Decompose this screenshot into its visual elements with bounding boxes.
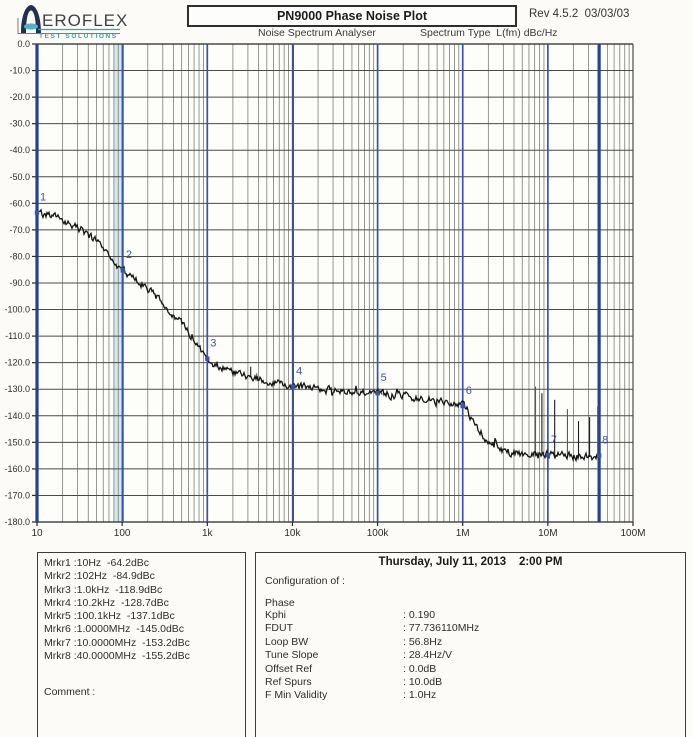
config-label: Loop BW [265,635,309,648]
config-row: Ref Spurs : 10.0dB [265,676,676,689]
x-axis-label: 10 [31,528,43,539]
y-axis-label: -20.0 [9,92,30,102]
config-label: FDUT [265,622,293,635]
marker-number-label-1: 1 [40,192,46,204]
y-axis-label: -40.0 [9,145,30,155]
spectrum-type-label: Spectrum Type [420,27,491,39]
config-panel: Thursday, July 11, 2013 2:00 PM Configur… [255,552,686,737]
noise-trace [36,208,600,463]
config-subject: Phase [265,597,295,609]
marker-readout-3: Mrkr3 :1.0kHz -118.9dBc [44,583,163,596]
config-value: : 56.8Hz [403,635,443,648]
aeroflex-logo-graphic: EROFLEX TEST SOLUTIONS [17,5,128,40]
marker-readout-1: Mrkr1 :10Hz -64.2dBc [44,557,150,569]
y-axis-label: -60.0 [9,198,30,208]
y-axis-label: -170.0 [4,490,30,500]
config-row: Kphi : 0.190 [265,609,676,622]
y-axis-label: -90.0 [9,278,30,288]
y-axis-label: -160.0 [4,464,30,474]
config-row: F Min Validity : 1.0Hz [265,689,676,702]
marker-number-label-3: 3 [210,338,216,350]
config-row: Tune Slope : 28.4Hz/V [265,649,676,662]
logo-bracket-line [17,18,120,34]
logo-wordmark: EROFLEX [42,11,128,30]
page-title: PN9000 Phase Noise Plot [276,9,428,23]
aeroflex-logo: EROFLEX TEST SOLUTIONS [12,2,142,40]
config-label: Offset Ref [265,662,313,675]
config-row: Offset Ref : 0.0dB [265,663,676,676]
x-axis-label: 100M [620,528,645,539]
config-value: : 0.190 [403,609,436,621]
y-axis-label: -180.0 [4,517,30,527]
marker-dot-3 [205,356,210,361]
y-axis-label: -80.0 [9,251,30,261]
marker-number-label-2: 2 [126,249,132,261]
marker-readout-7: Mrkr7 :10.0000MHz -153.2dBc [44,636,190,649]
marker-number-label-4: 4 [296,366,302,378]
marker-number-label-8: 8 [602,435,608,447]
marker-number-label-7: 7 [551,434,557,446]
y-axis-label: -100.0 [4,305,30,315]
marker-readout-6: Mrkr6 :1.0000MHz -145.0dBc [44,623,185,636]
analyser-subtitle: Noise Spectrum Analyser [258,27,376,39]
y-axis-label: -50.0 [9,172,30,182]
y-axis-label: -130.0 [4,384,30,394]
marker-dot-5 [375,391,380,396]
y-axis-label: -10.0 [9,66,30,76]
phase-noise-plot: 0.0 -10.0 -20.0 -30.0 -40.0 -50.0 -60.0 -70.0 -8… [4,39,645,539]
marker-dot-2 [120,268,126,273]
marker-number-label-6: 6 [466,385,472,397]
logo-lens-icon [24,23,38,30]
config-label: Kphi [265,609,287,621]
y-axis-label: -120.0 [4,358,30,368]
marker-dot-8 [596,453,602,458]
x-axis-label: 10M [538,528,557,539]
y-axis-label: -150.0 [4,437,30,447]
y-axis-label: 0.0 [17,39,30,49]
comment-label: Comment : [44,686,96,698]
config-value: : 28.4Hz/V [403,649,453,662]
marker-list: Mrkr1 :10Hz -64.2dBc Mrkr2 :102Hz -84.9dB… [44,557,239,663]
marker-number-label-5: 5 [381,372,387,384]
config-value: : 1.0Hz [403,689,437,702]
config-rows: Kphi : 0.190 FDUT : 77.736110MHz Loop BW : 56… [265,609,676,703]
y-axis-label: -70.0 [9,225,30,235]
x-axis-label: 1M [456,528,470,539]
config-label: Ref Spurs [265,676,312,689]
marker-readout-2: Mrkr2 :102Hz -84.9dBc [44,570,155,583]
marker-panel: Mrkr1 :10Hz -64.2dBc Mrkr2 :102Hz -84.9dB… [37,552,246,737]
marker-readout-5: Mrkr5 :100.1kHz -137.1dBc [44,610,175,623]
config-value: : 77.736110MHz [403,622,480,635]
marker-dot-4 [290,384,296,389]
spectrum-type: Spectrum Type L(fm) dBc/Hz [420,27,558,39]
config-heading: Configuration of : [265,575,345,587]
x-axis-label: 10k [284,528,301,539]
config-row: Loop BW : 56.8Hz [265,636,676,649]
marker-readout-4: Mrkr4 :10.2kHz -128.7dBc [44,596,169,609]
config-value: : 10.0dB [403,676,443,689]
timestamp: Thursday, July 11, 2013 2:00 PM [378,556,563,568]
config-value: : 0.0dB [403,662,437,675]
plot-title-box: PN9000 Phase Noise Plot [187,5,517,27]
marker-dot-6 [460,403,465,409]
marker-dot-7 [545,452,551,458]
x-axis-label: 100k [367,528,390,539]
marker-readout-8: Mrkr8 :40.0000MHz -155.2dBc [44,650,190,663]
revision-text: Rev 4.5.2 03/03/03 [529,8,630,20]
config-label: F Min Validity [265,689,328,702]
y-axis-label: -30.0 [9,119,30,129]
y-axis-label: -110.0 [5,331,30,341]
y-axis-label: -140.0 [4,411,30,421]
config-label: Tune Slope [265,649,319,662]
logo-tagline: TEST SOLUTIONS [39,33,118,40]
config-row: FDUT : 77.736110MHz [265,622,676,635]
x-axis-label: 100 [114,528,131,539]
marker-dot-1 [34,210,40,215]
x-axis-label: 1k [202,528,214,539]
spectrum-type-value: L(fm) dBc/Hz [496,27,558,39]
